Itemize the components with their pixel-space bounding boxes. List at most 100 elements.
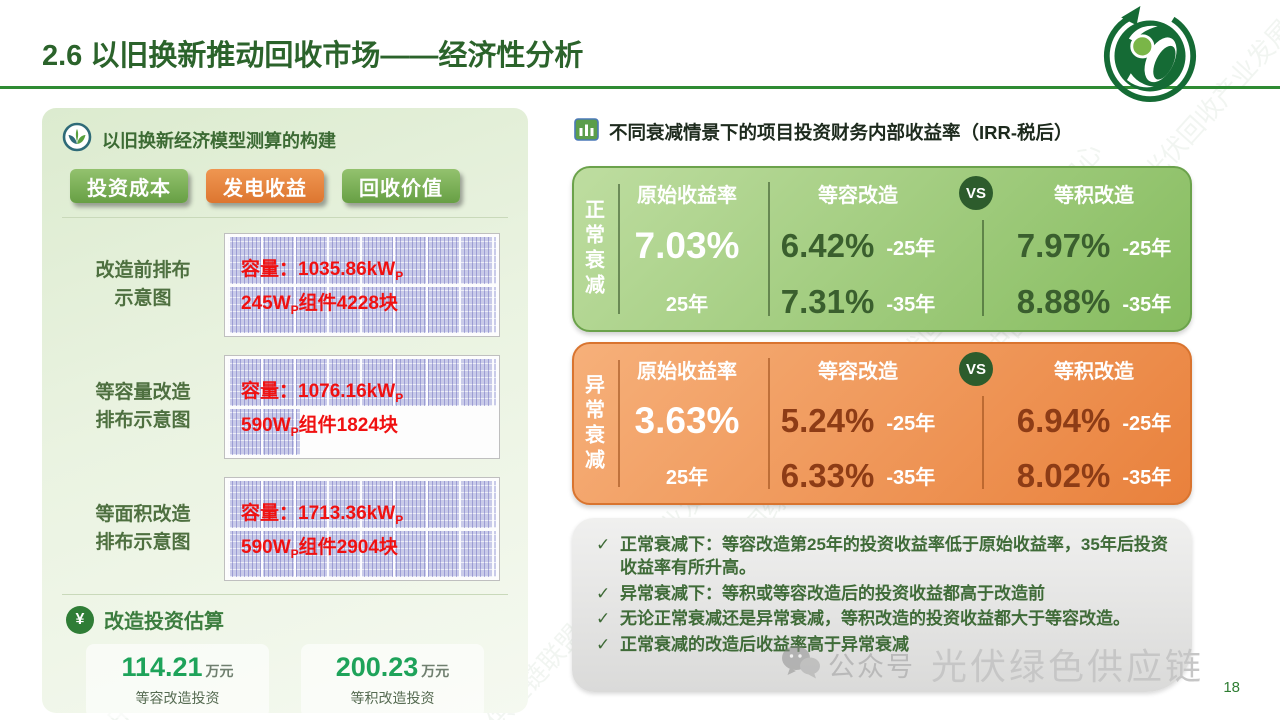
irr-section-title: 不同衰减情景下的项目投资财务内部收益率（IRR-税后） [609, 122, 1073, 143]
irr-years: -25年 [1122, 412, 1172, 435]
wechat-icon [780, 644, 822, 685]
vs-badge: VS [954, 352, 998, 386]
pv-array-band [228, 286, 496, 333]
investment-header: ¥ 改造投资估算 [66, 605, 508, 634]
equal-capacity-irr-35y: 7.31% -35年 [762, 283, 954, 321]
capacity-text: 容量：1076.16kWP [241, 380, 404, 405]
layout-row-equal-capacity: 等容量改造 排布示意图 容量：1076.16kWP 590WP组件1824块 [62, 346, 508, 468]
pv-layout-diagram: 容量：1035.86kWP 245WP组件4228块 [224, 233, 500, 337]
original-irr-years: 25年 [665, 293, 709, 316]
equal-area-irr-25y: 7.97% -25年 [998, 227, 1190, 265]
scenario-name: 正常衰减 [581, 199, 604, 299]
vs-label: VS [959, 176, 993, 210]
pv-array-bands [228, 237, 496, 333]
divider [618, 360, 620, 487]
bar-chart-icon [574, 118, 599, 146]
divider [768, 182, 770, 316]
equal-area-irr-35y: 8.88% -35年 [998, 283, 1190, 321]
divider [982, 396, 984, 489]
irr-section-header: 不同衰减情景下的项目投资财务内部收益率（IRR-税后） [574, 118, 1073, 146]
irr-value: 7.31% [780, 283, 875, 320]
row-label-line1: 等容量改造 [95, 381, 191, 403]
irr-value: 8.88% [1016, 283, 1111, 320]
equal-area-irr-35y: 8.02% -35年 [998, 457, 1190, 495]
layout-row-before-retrofit: 改造前排布 示意图 容量：1035.86kWP 245WP组件4228块 [62, 224, 508, 346]
row-label: 等容量改造 排布示意图 [62, 379, 224, 436]
model-panel-title: 以旧换新经济模型测算的构建 [102, 130, 336, 151]
equal-capacity-irr-25y: 6.42% -25年 [762, 227, 954, 265]
tab-investment-cost: 投资成本 [70, 169, 188, 203]
capacity-text: 容量：1713.36kWP [241, 502, 404, 527]
leaf-circle-icon [62, 122, 92, 157]
divider [618, 184, 620, 314]
conclusion-item: ✓ 正常衰减下：等容改造第25年的投资收益率低于原始收益率，35年后投资收益率有… [594, 533, 1172, 580]
column-header-equal-capacity: 等容改造 [818, 360, 898, 383]
vs-label: VS [959, 352, 993, 386]
wechat-label: 公众号 [828, 651, 915, 682]
scenario-card-normal-degradation: 正常衰减 原始收益率 等容改造 VS 等积改造 7.03% 25年 6.42% … [572, 166, 1192, 332]
check-icon: ✓ [596, 609, 611, 629]
pv-array-band [228, 359, 496, 406]
equal-capacity-irr-35y: 6.33% -35年 [762, 457, 954, 495]
pv-layout-diagram: 容量：1076.16kWP 590WP组件1824块 [224, 355, 500, 459]
tab-recycling-value: 回收价值 [342, 169, 460, 203]
equal-area-irr-25y: 6.94% -25年 [998, 402, 1190, 440]
conclusion-text: 无论正常衰减还是异常衰减，等积改造的投资收益都大于等容改造。 [620, 609, 1130, 629]
diagram-annotation: 容量：1076.16kWP 590WP组件1824块 [229, 360, 495, 454]
irr-value: 7.97% [1016, 227, 1111, 264]
irr-years: -25年 [886, 412, 936, 435]
wechat-watermark: 公众号 光伏绿色供应链 [780, 638, 1204, 690]
divider [62, 594, 508, 595]
column-header-equal-area: 等积改造 [1054, 360, 1134, 383]
column-header-equal-capacity: 等容改造 [818, 184, 898, 207]
scenario-side: 异常衰减 [574, 344, 612, 503]
investment-cards: 114.21 万元 等容改造投资 200.23 万元 等积改造投资 [62, 644, 508, 718]
pv-array-band [228, 481, 496, 528]
irr-years: -25年 [1122, 237, 1172, 260]
irr-years: -35年 [886, 467, 936, 490]
conclusion-item: ✓ 异常衰减下：等积或等容改造后的投资收益都高于改造前 [594, 582, 1172, 605]
check-icon: ✓ [596, 634, 611, 654]
model-factor-tabs: 投资成本 发电收益 回收价值 [62, 169, 508, 203]
diagram-annotation: 容量：1713.36kWP 590WP组件2904块 [229, 482, 495, 576]
irr-value: 5.24% [780, 402, 875, 440]
scenario-side: 正常衰减 [574, 168, 612, 330]
row-label-line2: 示意图 [114, 288, 172, 309]
investment-value: 200.23 [335, 652, 419, 682]
original-irr-value: 3.63% [634, 400, 740, 442]
pv-array-band-partial [228, 408, 301, 455]
pv-array-bands [228, 481, 496, 577]
conclusion-text: 正常衰减的改造后收益率高于异常衰减 [620, 634, 909, 654]
investment-unit: 万元 [421, 663, 450, 679]
row-label: 等面积改造 排布示意图 [62, 501, 224, 558]
divider [982, 220, 984, 316]
model-panel-header: 以旧换新经济模型测算的构建 [62, 122, 508, 157]
investment-label: 等积改造投资 [350, 690, 435, 706]
irr-years: -25年 [886, 237, 936, 260]
organization-logo-icon [1102, 4, 1198, 111]
module-count-text: 590WP组件2904块 [241, 536, 398, 561]
irr-value: 6.42% [780, 227, 875, 264]
pv-array-band [228, 530, 496, 577]
scenario-card-abnormal-degradation: 异常衰减 原始收益率 等容改造 VS 等积改造 3.63% 25年 5.24% … [572, 342, 1192, 505]
investment-card-equal-area: 200.23 万元 等积改造投资 [301, 644, 484, 718]
irr-value: 6.94% [1016, 402, 1111, 440]
row-label-line2: 排布示意图 [95, 532, 191, 553]
column-header-original: 原始收益率 [637, 360, 737, 383]
scenario-table: 原始收益率 等容改造 VS 等积改造 7.03% 25年 6.42% -25年 … [612, 168, 1190, 330]
check-icon: ✓ [596, 583, 611, 603]
wechat-account-name: 光伏绿色供应链 [931, 646, 1205, 687]
divider [62, 217, 508, 218]
irr-years: -35年 [1122, 467, 1172, 490]
irr-years: -35年 [886, 293, 936, 316]
row-label: 改造前排布 示意图 [62, 257, 224, 314]
equal-capacity-irr-25y: 5.24% -25年 [762, 402, 954, 440]
tab-generation-revenue: 发电收益 [206, 169, 324, 203]
irr-value: 6.33% [780, 456, 875, 494]
scenario-table: 原始收益率 等容改造 VS 等积改造 3.63% 25年 5.24% -25年 … [612, 344, 1190, 503]
page-number: 18 [1223, 679, 1240, 696]
vs-badge: VS [954, 176, 998, 210]
conclusion-item: ✓ 无论正常衰减还是异常衰减，等积改造的投资收益都大于等容改造。 [594, 607, 1172, 630]
divider [768, 358, 770, 489]
